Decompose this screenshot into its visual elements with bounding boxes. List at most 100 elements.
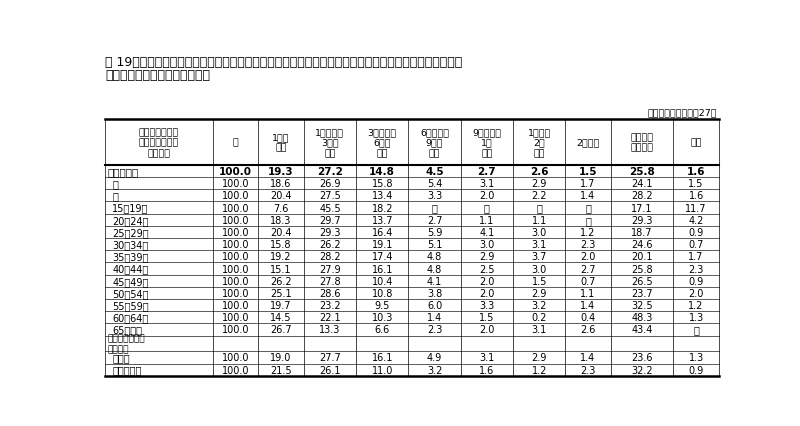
Text: 100.0: 100.0 [222,313,250,322]
Text: 3.1: 3.1 [479,179,494,189]
Text: （単位：％）　平成27年: （単位：％） 平成27年 [647,108,717,117]
Text: 4.9: 4.9 [427,353,442,363]
Text: 100.0: 100.0 [222,365,250,375]
Text: 29.7: 29.7 [319,215,341,225]
Text: 7.6: 7.6 [274,203,289,213]
Text: 正社員: 正社員 [112,353,130,363]
Text: 16.1: 16.1 [371,264,393,274]
Text: 22.1: 22.1 [319,313,341,322]
Text: －: － [585,215,591,225]
Text: 100.0: 100.0 [222,179,250,189]
Text: 45～49歳: 45～49歳 [112,276,149,286]
Text: 15～19歳: 15～19歳 [112,203,149,213]
Text: －: － [585,203,591,213]
Text: 27.7: 27.7 [319,353,341,363]
Text: 30～34歳: 30～34歳 [112,239,149,250]
Text: 45.5: 45.5 [319,203,341,213]
Text: 性・年齢階級・
現在の勤め先の
就業形態: 性・年齢階級・ 現在の勤め先の 就業形態 [139,128,179,158]
Text: 1.1: 1.1 [479,215,494,225]
Text: 14.5: 14.5 [270,313,292,322]
Text: 不明: 不明 [690,138,702,147]
Text: 2.7: 2.7 [580,264,596,274]
Text: 2.2: 2.2 [531,191,547,201]
Text: 19.1: 19.1 [371,239,393,250]
Text: 1.6: 1.6 [687,167,706,177]
Text: 1.4: 1.4 [580,191,596,201]
Text: 正社員以外: 正社員以外 [112,365,142,375]
Text: 6か月以上
9か月
未満: 6か月以上 9か月 未満 [420,128,449,158]
Text: 5.1: 5.1 [427,239,442,250]
Text: 23.6: 23.6 [631,353,653,363]
Text: 23.7: 23.7 [631,288,653,298]
Text: 2.6: 2.6 [580,325,596,335]
Text: 25.8: 25.8 [629,167,655,177]
Text: 26.9: 26.9 [319,179,341,189]
Text: 4.1: 4.1 [479,227,494,237]
Text: 2.0: 2.0 [580,252,596,262]
Text: 4.8: 4.8 [427,252,442,262]
Text: 2.0: 2.0 [479,288,494,298]
Text: 24.6: 24.6 [631,239,653,250]
Text: 3.1: 3.1 [479,353,494,363]
Text: 1.2: 1.2 [689,300,704,311]
Text: 女: 女 [112,191,118,201]
Text: 26.7: 26.7 [270,325,292,335]
Text: 0.7: 0.7 [580,276,596,286]
Text: 期間階級別転職者割合: 期間階級別転職者割合 [105,69,210,82]
Text: 4.8: 4.8 [427,264,442,274]
Text: 29.3: 29.3 [631,215,653,225]
Text: 6.6: 6.6 [374,325,390,335]
Text: －: － [693,325,699,335]
Text: 100.0: 100.0 [222,325,250,335]
Text: 3.0: 3.0 [531,227,546,237]
Text: 4.1: 4.1 [427,276,442,286]
Text: 100.0: 100.0 [222,264,250,274]
Text: 11.0: 11.0 [371,365,393,375]
Text: 17.1: 17.1 [631,203,653,213]
Text: 計: 計 [233,138,238,147]
Text: 29.3: 29.3 [319,227,341,237]
Text: 現在の勤め先の
就業形態: 現在の勤め先の 就業形態 [107,334,145,353]
Text: 27.9: 27.9 [319,264,341,274]
Text: 2.3: 2.3 [580,365,596,375]
Text: 2.6: 2.6 [530,167,549,177]
Text: 2.0: 2.0 [479,191,494,201]
Text: 19.7: 19.7 [270,300,292,311]
Text: 100.0: 100.0 [222,276,250,286]
Text: 26.2: 26.2 [319,239,341,250]
Text: 2.7: 2.7 [426,215,442,225]
Text: 100.0: 100.0 [222,252,250,262]
Text: 19.3: 19.3 [268,167,294,177]
Text: 23.2: 23.2 [319,300,341,311]
Text: 3.2: 3.2 [531,300,547,311]
Text: 2.9: 2.9 [531,353,547,363]
Text: 55～59歳: 55～59歳 [112,300,149,311]
Text: 表 19　性・年齢階級・現在の勤め先の就業形態、転職活動を始めてから直前の勤め先を離職するまでの: 表 19 性・年齢階級・現在の勤め先の就業形態、転職活動を始めてから直前の勤め先… [105,56,462,69]
Text: 15.1: 15.1 [270,264,292,274]
Text: 1.2: 1.2 [531,365,547,375]
Text: 13.7: 13.7 [371,215,393,225]
Text: 1か月
未満: 1か月 未満 [272,133,290,153]
Text: 3.3: 3.3 [479,300,494,311]
Text: 5.9: 5.9 [427,227,442,237]
Text: 27.8: 27.8 [319,276,341,286]
Text: 100.0: 100.0 [222,227,250,237]
Text: 1.1: 1.1 [531,215,546,225]
Text: 21.5: 21.5 [270,365,292,375]
Text: 10.8: 10.8 [371,288,393,298]
Text: 65歳以上: 65歳以上 [112,325,142,335]
Text: 100.0: 100.0 [222,215,250,225]
Text: －: － [484,203,490,213]
Text: 25.1: 25.1 [270,288,292,298]
Text: 35～39歳: 35～39歳 [112,252,149,262]
Text: 100.0: 100.0 [222,191,250,201]
Text: 2.3: 2.3 [689,264,704,274]
Text: 1か月以上
3か月
未満: 1か月以上 3か月 未満 [315,128,345,158]
Text: 26.5: 26.5 [631,276,653,286]
Text: 19.2: 19.2 [270,252,292,262]
Text: 50～54歳: 50～54歳 [112,288,149,298]
Text: 1.4: 1.4 [580,353,596,363]
Text: 2.3: 2.3 [427,325,442,335]
Text: 32.5: 32.5 [631,300,653,311]
Text: 0.7: 0.7 [689,239,704,250]
